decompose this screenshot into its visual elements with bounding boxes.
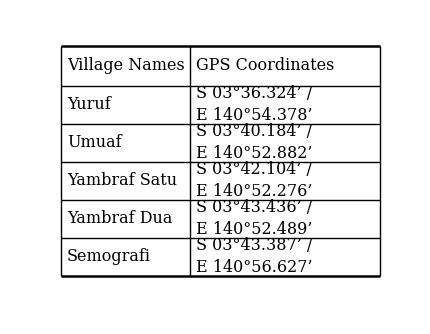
Text: Yambraf Dua: Yambraf Dua [67, 210, 172, 227]
Text: S 03°42.104’ /
E 140°52.276’: S 03°42.104’ / E 140°52.276’ [196, 161, 313, 200]
Text: GPS Coordinates: GPS Coordinates [196, 57, 335, 74]
Text: Yambraf Satu: Yambraf Satu [67, 172, 177, 189]
Text: S 03°43.436’ /
E 140°52.489’: S 03°43.436’ / E 140°52.489’ [196, 199, 313, 238]
Text: S 03°40.184’ /
E 140°52.882’: S 03°40.184’ / E 140°52.882’ [196, 123, 313, 162]
Text: S 03°36.324’ /
E 140°54.378’: S 03°36.324’ / E 140°54.378’ [196, 85, 313, 124]
Text: Umuaf: Umuaf [67, 134, 122, 151]
Text: Village Names: Village Names [67, 57, 185, 74]
Text: S 03°43.387’ /
E 140°56.627’: S 03°43.387’ / E 140°56.627’ [196, 237, 313, 277]
Text: Semografi: Semografi [67, 248, 151, 266]
Text: Yuruf: Yuruf [67, 96, 111, 113]
